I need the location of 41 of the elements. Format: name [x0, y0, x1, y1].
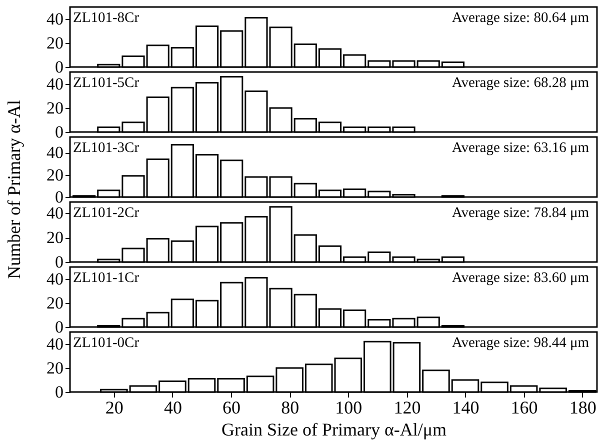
x-axis-title: Grain Size of Primary α-Al/μm	[221, 420, 447, 440]
x-tick-label: 80	[281, 398, 300, 418]
y-tick-label: 40	[46, 270, 64, 288]
annotation: Average size: 83.60 μm	[452, 270, 590, 286]
y-tick-label: 0	[55, 188, 64, 206]
annotation: Average size: 78.84 μm	[452, 205, 590, 221]
annotation: ZL101-0Cr	[73, 335, 140, 351]
y-tick-label: 0	[55, 252, 64, 272]
x-tick-label: 120	[394, 398, 421, 418]
y-tick-label: 40	[46, 334, 64, 354]
y-tick-label: 20	[46, 98, 64, 118]
y-tick-label: 0	[55, 122, 64, 142]
y-tick-label: 20	[46, 34, 64, 52]
y-tick-label: 20	[46, 358, 64, 378]
annotation: ZL101-1Cr	[73, 270, 140, 286]
annotation: ZL101-5Cr	[73, 75, 140, 91]
x-tick-label: 100	[335, 398, 362, 418]
annotation: ZL101-8Cr	[73, 10, 140, 26]
x-tick-label: 60	[222, 398, 241, 418]
y-tick-label: 40	[46, 143, 64, 162]
annotation: ZL101-3Cr	[73, 140, 140, 156]
annotation: Average size: 63.16 μm	[452, 140, 590, 156]
y-tick-label: 20	[46, 228, 64, 248]
x-tick-label: 140	[452, 398, 480, 418]
y-tick-label: 40	[46, 204, 64, 223]
y-tick-label: 0	[55, 58, 64, 76]
annotation: ZL101-2Cr	[73, 205, 140, 221]
y-tick-label: 20	[46, 165, 64, 184]
annotation: Average size: 98.44 μm	[452, 335, 590, 351]
y-tick-label: 0	[55, 318, 64, 336]
x-tick-label: 20	[105, 398, 124, 418]
x-tick-label: 160	[510, 398, 538, 418]
x-tick-label: 180	[569, 398, 596, 418]
y-tick-label: 0	[55, 382, 64, 402]
y-tick-label: 20	[46, 294, 64, 312]
y-axis-title: Number of Primary α-Al	[4, 100, 24, 278]
annotation: Average size: 68.28 μm	[452, 75, 590, 91]
y-tick-label: 40	[46, 74, 64, 94]
y-tick-label: 40	[46, 10, 64, 28]
x-tick-label: 40	[164, 398, 182, 418]
annotation: Average size: 80.64 μm	[452, 10, 590, 26]
